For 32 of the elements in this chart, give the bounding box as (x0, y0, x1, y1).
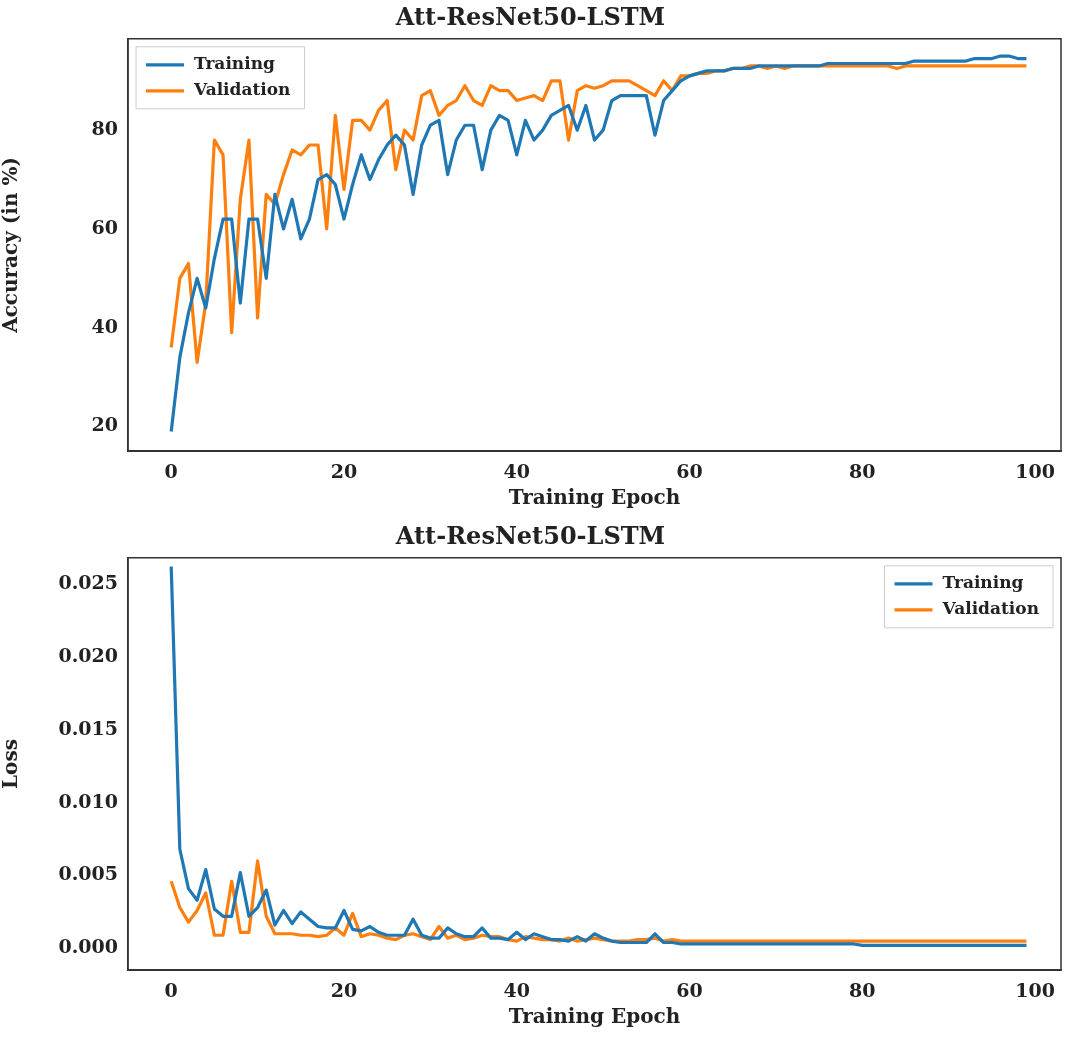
y-tick-label: 0.025 (58, 570, 118, 593)
y-tick-label: 0.010 (58, 789, 118, 812)
y-tick-label: 80 (91, 117, 118, 140)
x-tick-label: 60 (676, 978, 703, 1001)
x-tick-label: 80 (849, 978, 876, 1001)
y-tick-label: 0.005 (58, 862, 118, 885)
legend-label: Validation (193, 79, 291, 100)
y-tick-label: 0.020 (58, 643, 118, 666)
y-tick-label: 0.000 (58, 935, 118, 958)
legend-label: Training (942, 572, 1024, 593)
y-tick-label: 0.015 (58, 716, 118, 739)
y-tick-label: 40 (91, 314, 118, 337)
x-axis-title: Training Epoch (508, 1004, 681, 1029)
x-tick-label: 80 (849, 459, 876, 482)
y-axis-title: Loss (0, 739, 23, 789)
y-axis-title: Accuracy (in %) (0, 157, 23, 334)
x-tick-label: 40 (503, 459, 530, 482)
chart-title: Att-ResNet50-LSTM (394, 520, 666, 550)
x-tick-label: 100 (1015, 459, 1055, 482)
legend-label: Training (194, 53, 276, 74)
x-tick-label: 0 (164, 978, 178, 1001)
chart-title: Att-ResNet50-LSTM (394, 1, 666, 31)
y-tick-label: 20 (91, 413, 118, 436)
x-axis-title: Training Epoch (508, 485, 681, 510)
x-tick-label: 20 (330, 978, 358, 1001)
x-tick-label: 40 (503, 978, 530, 1001)
x-tick-label: 0 (164, 459, 178, 482)
y-tick-label: 60 (91, 215, 118, 238)
x-tick-label: 100 (1015, 978, 1055, 1001)
x-tick-label: 60 (676, 459, 703, 482)
legend-label: Validation (941, 598, 1040, 619)
x-tick-label: 20 (330, 459, 358, 482)
